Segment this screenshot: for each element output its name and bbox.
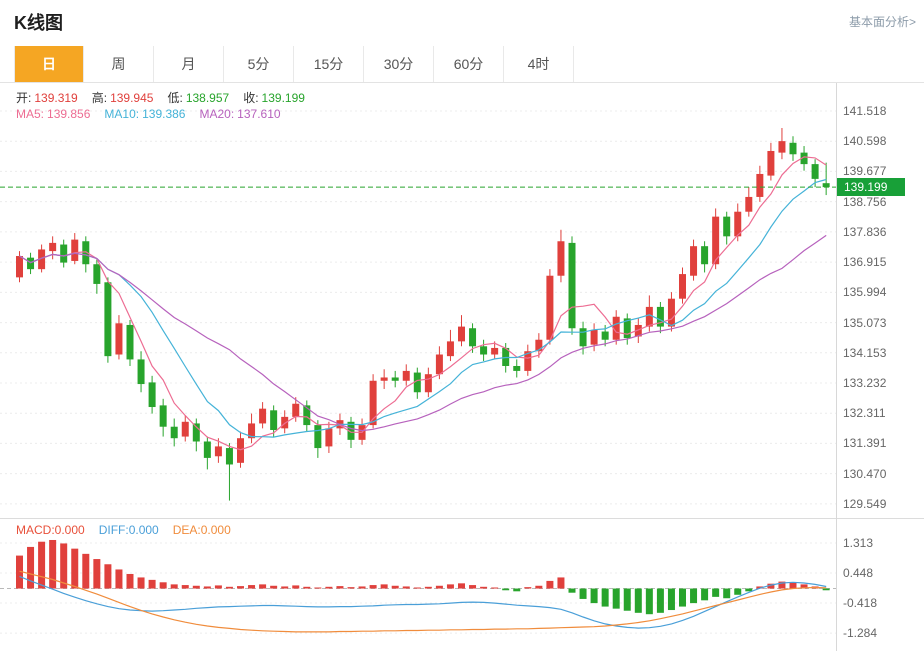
open-value: 139.319 <box>34 91 78 105</box>
axis-label: 132.311 <box>843 406 886 421</box>
tab-60分[interactable]: 60分 <box>434 46 504 82</box>
axis-label: 139.677 <box>843 164 887 179</box>
ma5-value: 139.856 <box>47 107 91 121</box>
tab-日[interactable]: 日 <box>14 46 84 82</box>
tab-月[interactable]: 月 <box>154 46 224 82</box>
macd-readout: MACD:0.000 DIFF:0.000 DEA:0.000 <box>16 523 234 537</box>
ma10-label: MA10: <box>104 107 140 121</box>
close-label: 收: <box>243 91 259 105</box>
page-title: K线图 <box>14 13 63 33</box>
axis-label: 129.549 <box>843 496 887 511</box>
axis-label: 141.518 <box>843 104 887 118</box>
axis-label: 140.598 <box>843 134 887 149</box>
high-value: 139.945 <box>110 91 154 105</box>
macd-pane[interactable]: MACD:0.000 DIFF:0.000 DEA:0.000 <box>0 519 836 651</box>
tab-30分[interactable]: 30分 <box>364 46 434 82</box>
timeframe-tabbar: 日周月 5分 15分 30分 60分 4时 <box>0 46 924 83</box>
axis-label: 135.994 <box>843 285 887 300</box>
ohlc-readout: 开: 139.319 高: 139.945 低: 138.957 收: 139.199 <box>16 89 308 106</box>
axis-label: 134.153 <box>843 345 887 360</box>
axis-label: 131.391 <box>843 436 887 451</box>
ma20-label: MA20: <box>199 107 235 121</box>
low-label: 低: <box>167 91 183 105</box>
diff-value: DIFF:0.000 <box>98 523 159 537</box>
pane-divider <box>0 518 924 519</box>
axis-label: 133.232 <box>843 375 887 390</box>
ma10-value: 139.386 <box>142 107 186 121</box>
open-label: 开: <box>16 91 32 105</box>
candlestick-chart[interactable] <box>0 83 836 518</box>
axis-label: 135.073 <box>843 315 887 330</box>
axis-label: 136.915 <box>843 255 887 270</box>
close-value: 139.199 <box>261 91 305 105</box>
axis-label: 138.756 <box>843 194 887 209</box>
tab-周[interactable]: 周 <box>84 46 154 82</box>
axis-label: -0.418 <box>843 596 878 611</box>
macd-value: MACD:0.000 <box>16 523 85 537</box>
tab-4时[interactable]: 4时 <box>504 46 574 82</box>
high-label: 高: <box>91 91 108 105</box>
ma20-value: 137.610 <box>237 107 281 121</box>
axis-label: 137.836 <box>843 224 887 239</box>
axis-label: 130.470 <box>843 466 887 481</box>
ma5-label: MA5: <box>16 107 45 121</box>
low-value: 138.957 <box>185 91 230 105</box>
axis-label: 0.448 <box>843 566 874 580</box>
tab-5分[interactable]: 5分 <box>224 46 294 82</box>
main-chart-pane[interactable]: 开: 139.319 高: 139.945 低: 138.957 收: 139.199 MA5… <box>0 83 836 518</box>
tab-15分[interactable]: 15分 <box>294 46 364 82</box>
fundamental-analysis-link[interactable]: 基本面分析> <box>848 15 916 29</box>
current-price-badge: 139.199 <box>837 178 905 197</box>
price-axis-column: 139.199 141.518 140.598 139.677 138.756 137.… <box>836 83 924 651</box>
axis-label: -1.284 <box>843 626 878 641</box>
ma-readout: MA5: 139.856 MA10: 139.386 MA20: 137.610 <box>16 107 284 121</box>
axis-label: 1.313 <box>843 536 874 550</box>
dea-value: DEA:0.000 <box>172 523 231 537</box>
macd-chart[interactable] <box>0 519 836 651</box>
